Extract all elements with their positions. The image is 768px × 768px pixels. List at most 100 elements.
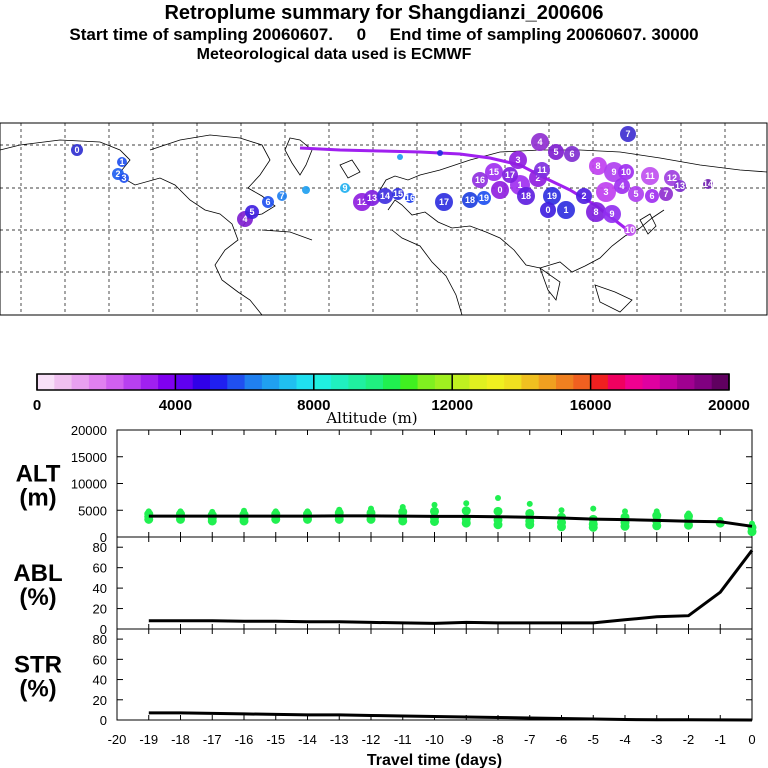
- plume-cluster-circle: [502, 167, 518, 183]
- plume-cluster-circle: [589, 157, 607, 175]
- plume-cluster-35: 15: [485, 163, 503, 181]
- x-tick-label: -10: [425, 732, 444, 747]
- x-tick-label: -6: [556, 732, 568, 747]
- y-tick-label: 15000: [71, 450, 107, 465]
- plume-cluster-label: 16: [405, 193, 415, 203]
- altitude-point: [209, 508, 216, 515]
- x-tick-label: -13: [330, 732, 349, 747]
- x-tick-label: -18: [171, 732, 190, 747]
- x-tick-label: -11: [394, 732, 412, 747]
- colorbar-ticks: 0 4000 8000 12000 16000 20000: [33, 374, 750, 414]
- colorbar-swatch-21: [400, 374, 419, 390]
- plume-cluster-14: 14: [377, 188, 393, 204]
- eurasia-south-coast: [387, 199, 665, 273]
- eurasia-north-coast: [379, 149, 768, 191]
- plume-cluster-circle: [703, 179, 713, 189]
- plume-cluster-circle: [262, 196, 274, 208]
- altitude-point: [336, 506, 343, 513]
- altitude-point: [622, 508, 628, 515]
- colorbar-swatch-2: [71, 374, 90, 390]
- plume-cluster-36: 16: [472, 172, 488, 188]
- colorbar-tick-label-1: 4000: [159, 397, 192, 414]
- plume-cluster-7: 7: [277, 191, 287, 201]
- plume-cluster-33: 13: [674, 180, 686, 192]
- plume-cluster-23: 3: [509, 151, 527, 169]
- panel-label: ALT: [16, 461, 61, 488]
- plume-cluster-17: 17: [435, 193, 453, 211]
- plume-cluster-label: 6: [569, 149, 574, 159]
- plume-cluster-label: 11: [645, 171, 655, 181]
- plume-cluster-circle: [586, 202, 606, 222]
- altitude-point: [463, 500, 470, 507]
- map-grid: [0, 123, 767, 315]
- colorbar-swatch-3: [88, 374, 107, 390]
- colorbar-swatch-9: [192, 374, 211, 390]
- plume-cluster-circle: [645, 189, 659, 203]
- panel-label: STR: [14, 652, 62, 679]
- plume-cluster-label: 19: [479, 193, 489, 203]
- colorbar-swatch-12: [244, 374, 263, 390]
- africa-coast: [391, 229, 463, 316]
- plume-cluster-circle: [659, 187, 673, 201]
- plume-cluster-label: 8: [593, 207, 598, 217]
- colorbar-swatch-13: [261, 374, 280, 390]
- altitude-point: [177, 508, 184, 515]
- plume-cluster-circle: [576, 188, 592, 204]
- plume-cluster-label: 12: [667, 173, 677, 183]
- plume-cluster-circle: [302, 186, 310, 194]
- plume-cluster-label: 10: [621, 167, 631, 177]
- colorbar-swatch-0: [37, 374, 55, 390]
- plume-cluster-6: 6: [262, 196, 274, 208]
- colorbar-swatch-19: [365, 374, 384, 390]
- colorbar-swatch-11: [227, 374, 246, 390]
- plume-cluster-11: [437, 150, 443, 156]
- sampling-time-text: Start time of sampling 20060607. 0 End t…: [69, 25, 699, 44]
- y-tick-label: 80: [93, 632, 107, 647]
- plume-cluster-label: 4: [242, 214, 247, 224]
- x-tick-label: -19: [139, 732, 158, 747]
- colorbar-title: Altitude (m): [325, 409, 417, 427]
- colorbar-swatch-4: [106, 374, 124, 390]
- altitude-point: [430, 506, 439, 516]
- plume-cluster-label: 12: [357, 197, 367, 207]
- north-america-coast: [0, 139, 263, 316]
- x-tick-label: -3: [651, 732, 663, 747]
- colorbar-swatch-17: [331, 374, 349, 390]
- x-tick-label: -8: [492, 732, 504, 747]
- y-tick-label: 0: [100, 622, 107, 637]
- altitude-point: [272, 508, 279, 515]
- plume-cluster-8: [302, 186, 310, 194]
- plume-cluster-19: 19: [477, 191, 491, 205]
- plume-cluster-10: [397, 154, 403, 160]
- plume-cluster-label: 0: [497, 185, 502, 195]
- plume-cluster-circle: [641, 167, 659, 185]
- plume-cluster-label: 4: [537, 137, 542, 147]
- plume-cluster-label: 15: [489, 167, 499, 177]
- plume-cluster-label: 16: [475, 175, 485, 185]
- coastlines: [0, 134, 768, 316]
- plume-cluster-label: 3: [515, 155, 520, 165]
- x-tick-label: -12: [362, 732, 381, 747]
- plume-cluster-34: 14: [703, 179, 713, 189]
- plume-cluster-label: 5: [249, 207, 254, 217]
- colorbar-swatch-16: [313, 374, 332, 390]
- colorbar-swatch-24: [452, 374, 470, 390]
- colorbar-tick-label-4: 16000: [570, 397, 612, 414]
- colorbar-tick-label-2: 8000: [297, 397, 330, 414]
- colorbar-tick-label-3: 12000: [431, 397, 473, 414]
- plume-cluster-circle: [245, 205, 259, 219]
- plume-cluster-circle: [71, 144, 83, 156]
- colorbar-swatch-25: [469, 374, 488, 390]
- chart-title: Retroplume summary for Shangdianzi_20060…: [164, 2, 604, 24]
- panel-unit: (%): [19, 676, 56, 703]
- panel-frame: [116, 536, 753, 630]
- colorbar-swatch-39: [711, 374, 730, 390]
- y-tick-label: 20000: [71, 423, 107, 438]
- hudson-bay-coast: [149, 134, 276, 227]
- plume-cluster-circle: [119, 173, 129, 183]
- series-line-alt: [148, 514, 753, 528]
- plume-cluster-label: 0: [74, 145, 79, 155]
- plume-cluster-25: 5: [548, 144, 564, 160]
